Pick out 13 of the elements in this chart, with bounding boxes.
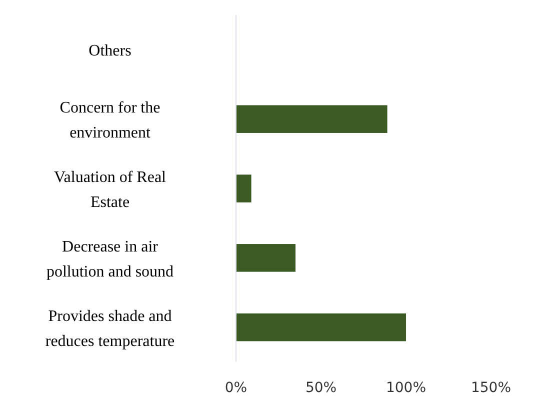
bar	[236, 313, 406, 342]
y-tick-label: Concern for the environment	[60, 100, 160, 142]
y-tick-label: Decrease in air pollution and sound	[46, 238, 174, 280]
y-tick-label: Valuation of Real Estate	[54, 169, 167, 212]
bar	[236, 174, 252, 202]
y-tick-label: Others	[88, 42, 132, 60]
y-tick-label: Provides shade and reduces temperature	[45, 308, 175, 350]
bar	[236, 105, 388, 133]
x-tick-label: 150%	[470, 380, 512, 396]
bar	[236, 244, 296, 272]
x-tick-label: 50%	[305, 380, 337, 396]
x-tick-label: 0%	[224, 380, 248, 396]
x-tick-label: 100%	[386, 380, 426, 396]
